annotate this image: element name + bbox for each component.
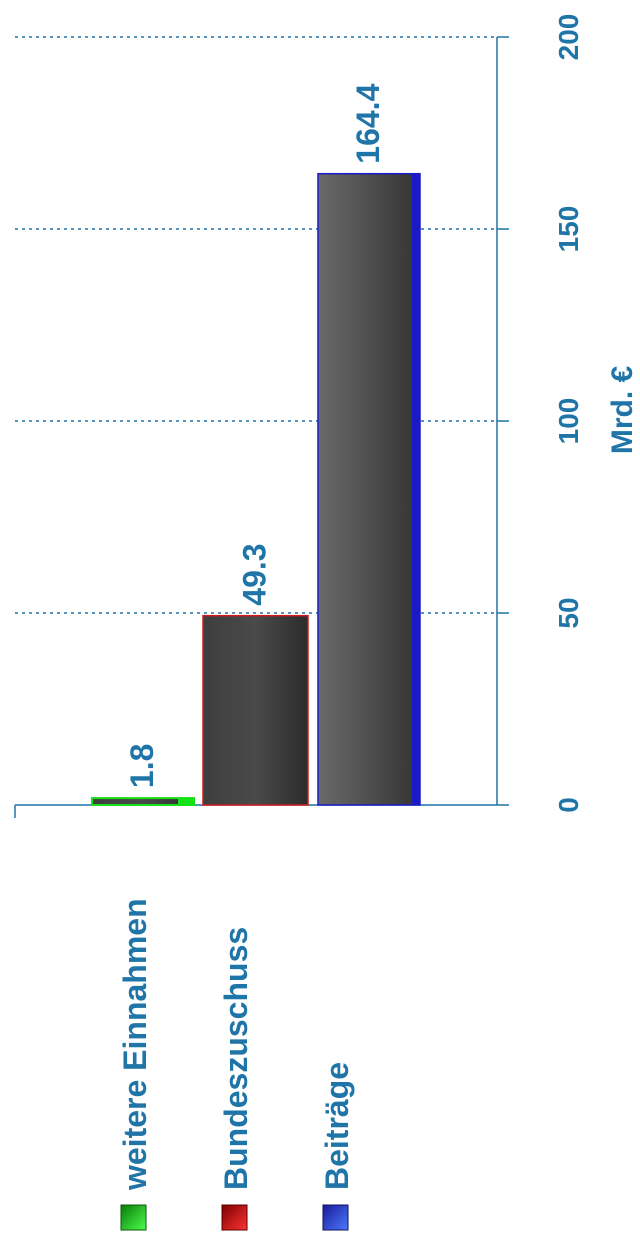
legend-swatch-beitraege: [322, 1204, 349, 1231]
value-axis-title: Mrd. €: [606, 366, 639, 455]
tick-label: 0: [553, 797, 584, 813]
value-label: 164.4: [350, 83, 386, 163]
tick-label: 200: [553, 14, 584, 61]
tick-label: 100: [553, 398, 584, 445]
legend-swatch-bundeszuschuss: [221, 1204, 248, 1231]
legend-label-beitraege: Beiträge: [319, 1062, 355, 1190]
tick-label: 150: [553, 206, 584, 253]
bar-beitraege-edge: [412, 173, 420, 806]
value-label: 1.8: [124, 744, 160, 788]
legend-label-weitere-einnahmen: weitere Einnahmen: [117, 898, 153, 1191]
bar-weitere-einnahmen-edge: [178, 798, 194, 805]
bar-weitere-einnahmen: [91, 797, 195, 807]
legend: weitere Einnahmen Bundeszuschuss Beiträg…: [117, 898, 355, 1231]
bar-bundeszuschuss: [202, 614, 309, 806]
bar-beitraege-body: [317, 172, 421, 806]
bars: [91, 172, 421, 807]
tick-label: 50: [553, 597, 584, 628]
legend-label-bundeszuschuss: Bundeszuschuss: [218, 927, 254, 1190]
value-labels: 1.8 49.3 164.4: [124, 83, 386, 788]
bar-bundeszuschuss-body: [202, 614, 309, 806]
tick-labels: 0 50 100 150 200: [553, 14, 584, 813]
value-label: 49.3: [237, 543, 273, 605]
grid-lines: [15, 36, 497, 614]
bar-beitraege: [317, 172, 421, 806]
legend-swatch-weitere-einnahmen: [120, 1204, 147, 1231]
